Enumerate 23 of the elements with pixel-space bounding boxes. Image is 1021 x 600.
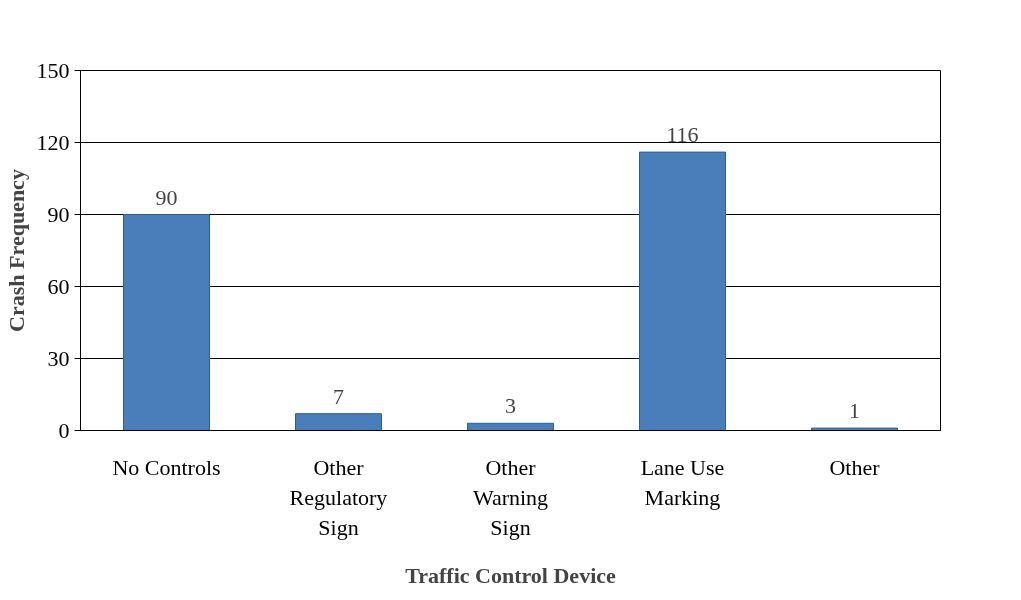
data-label: 116 [666, 122, 699, 148]
bar [123, 214, 210, 431]
data-label: 3 [505, 393, 516, 419]
bar [639, 151, 726, 431]
bar [811, 427, 898, 431]
x-tick-label: Other Warning Sign [472, 454, 549, 540]
x-tick-label: Other [829, 454, 881, 480]
x-tick-label: Other Regulatory Sign [289, 454, 388, 540]
data-label: 7 [333, 383, 344, 409]
y-tick-label: 60 [47, 273, 70, 299]
x-axis-title: Traffic Control Device [405, 562, 617, 588]
y-tick-label: 120 [36, 129, 70, 155]
y-tick-label: 150 [36, 57, 70, 83]
y-tick-label: 30 [47, 345, 70, 371]
x-tick-label: Lane Use Marking [640, 454, 725, 510]
data-label: 1 [849, 398, 860, 424]
y-tick-label: 0 [58, 417, 70, 443]
bar [467, 422, 554, 431]
y-axis-title: Crash Frequency [3, 169, 29, 332]
bar [295, 413, 382, 431]
y-tick-label: 90 [47, 201, 70, 227]
data-label: 90 [155, 184, 178, 210]
x-tick-label: No Controls [112, 454, 221, 480]
